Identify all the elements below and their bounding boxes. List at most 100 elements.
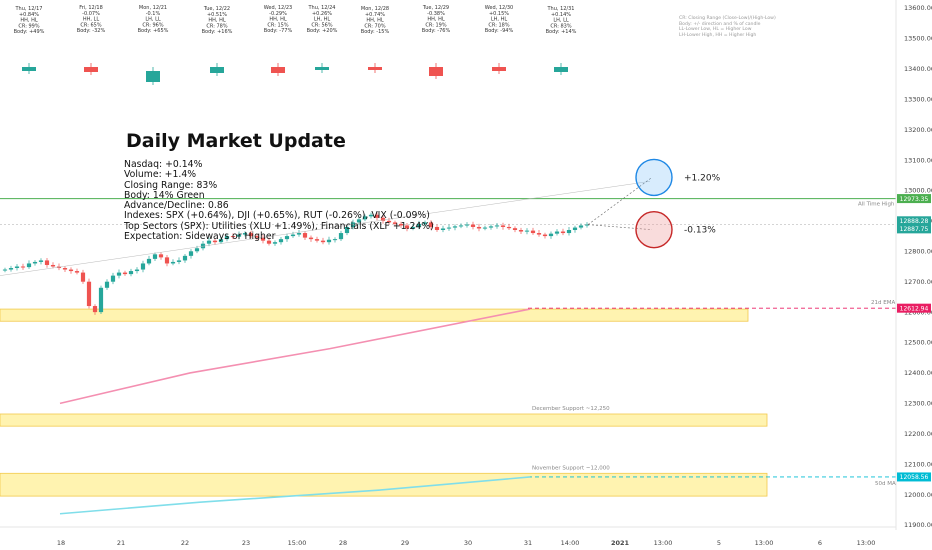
daily-summary-text: CR: 18% <box>488 22 509 28</box>
daily-candle-body <box>210 67 224 73</box>
candle-body <box>128 271 134 275</box>
y-tick-label: 13400.00 <box>904 65 932 73</box>
candle-body <box>98 287 104 313</box>
daily-summary-text: Body: +20% <box>307 28 338 34</box>
projection-label-down: -0.13% <box>684 226 716 236</box>
y-axis[interactable]: 13600.00 13500.00 13400.00 13300.00 13200.00… <box>895 0 932 530</box>
daily-summary-text: Wed, 12/30 <box>485 5 514 11</box>
candle-body <box>80 272 86 282</box>
candle-body <box>452 226 458 228</box>
daily-candle-body <box>492 67 506 71</box>
market-summary: Nasdaq: +0.14% Volume: +1.4% Closing Ran… <box>124 159 434 243</box>
summary-line: Expectation: Sideways or Higher <box>124 231 276 243</box>
price-last-tag-bg <box>897 224 931 234</box>
candle-body <box>122 272 128 275</box>
daily-summary-text: Body: -94% <box>485 28 514 34</box>
daily-candle-body <box>315 67 329 70</box>
ema21-label: 21d EMA <box>871 300 895 306</box>
x-tick-label: 31 <box>524 539 532 547</box>
candle-body <box>110 275 116 282</box>
candle-body <box>218 239 224 243</box>
ath-tag-bg <box>897 194 931 204</box>
candle-body <box>14 266 20 269</box>
candle-body <box>536 233 542 235</box>
candle-body <box>482 227 488 229</box>
candle-body <box>512 228 518 231</box>
projection-circle-up <box>635 158 673 197</box>
x-tick-label: 13:00 <box>857 539 876 547</box>
daily-summary-text: +0.15% <box>489 11 509 17</box>
candle-body <box>308 237 314 240</box>
moving-averages <box>59 308 531 515</box>
legend-note-line: LH-Lower High, HH = Higher High <box>679 32 757 38</box>
candle-body <box>146 258 152 264</box>
candle-body <box>476 226 482 229</box>
price-high-tag-bg <box>897 216 931 226</box>
y-tick-label: 12800.00 <box>904 247 932 255</box>
candle-body <box>26 263 32 268</box>
page-title: Daily Market Update <box>126 130 346 152</box>
all-time-high-label: All Time High <box>858 202 895 208</box>
level-lines: All Time High 21d EMA 50d MA <box>0 198 896 487</box>
daily-summary-text: Body: -76% <box>422 28 451 34</box>
daily-summary-text: +0.14% <box>551 12 571 18</box>
ma50-curve <box>59 476 531 515</box>
x-tick-label: 13:00 <box>654 539 673 547</box>
x-axis[interactable]: 18 21 22 23 15:00 28 29 30 31 14:00 2021 13:00 5 13:0… <box>0 526 896 547</box>
y-tick-label: 12700.00 <box>904 278 932 286</box>
candle-body <box>524 230 530 232</box>
x-tick-label: 2021 <box>611 539 630 547</box>
candle-body <box>236 234 242 237</box>
ema21-tag-bg <box>897 303 931 313</box>
summary-line: Top Sectors (SPX): Utilities (XLU +1.49%… <box>124 220 434 232</box>
ma50-tag-bg <box>897 472 931 482</box>
legend-note-line: CR: Closing Range (Close-Low)/(High-Low) <box>679 16 776 21</box>
daily-summary-text: Mon, 12/28 <box>361 6 389 12</box>
candle-body <box>314 239 320 241</box>
daily-summary-text: -0.07% <box>82 11 100 17</box>
candle-body <box>578 225 584 228</box>
candle-body <box>38 260 44 262</box>
candle-body <box>20 266 26 268</box>
support-zone <box>0 413 768 427</box>
x-tick-label: 23 <box>242 539 250 547</box>
ema21-curve <box>59 308 531 405</box>
candle-body <box>92 306 98 313</box>
daily-summary-text: Body: +65% <box>138 28 169 34</box>
candle-body <box>2 269 8 271</box>
x-tick-label: 28 <box>339 539 347 547</box>
candle-body <box>554 231 560 234</box>
candle-body <box>350 222 356 227</box>
daily-summary-text: CR: 96% <box>142 22 163 28</box>
daily-candle-body <box>146 71 160 82</box>
candle-body <box>458 225 464 227</box>
candle-body <box>416 223 422 227</box>
y-tick-label: 12300.00 <box>904 400 932 408</box>
y-tick-label: 12400.00 <box>904 369 932 377</box>
daily-candle-body <box>22 67 36 71</box>
summary-line: Advance/Decline: 0.86 <box>124 200 229 212</box>
ma50-tag: 12058.56 <box>900 474 929 481</box>
candle-body <box>320 240 326 243</box>
candle-body <box>44 260 50 265</box>
candle-body <box>560 231 566 234</box>
candle-body <box>170 261 176 264</box>
daily-summary-text: HH, HL <box>269 17 286 23</box>
x-tick-label: 13:00 <box>755 539 774 547</box>
candle-body <box>140 263 146 270</box>
daily-summary-text: Tue, 12/29 <box>422 5 449 11</box>
daily-summary-text: LH, HL <box>314 17 330 23</box>
candle-body <box>518 230 524 232</box>
y-tick-label: 12500.00 <box>904 339 932 347</box>
candle-body <box>152 254 158 259</box>
candle-body <box>62 268 68 270</box>
candle-body <box>68 269 74 272</box>
daily-summary-text: Thu, 12/31 <box>547 6 575 12</box>
daily-candle-body <box>554 67 568 72</box>
candle-body <box>440 228 446 231</box>
daily-summary-text: LH, LL <box>145 17 161 23</box>
ath-tag: 12973.35 <box>900 196 929 203</box>
candle-body <box>74 271 80 273</box>
daily-summary-text: +0.26% <box>312 11 332 17</box>
